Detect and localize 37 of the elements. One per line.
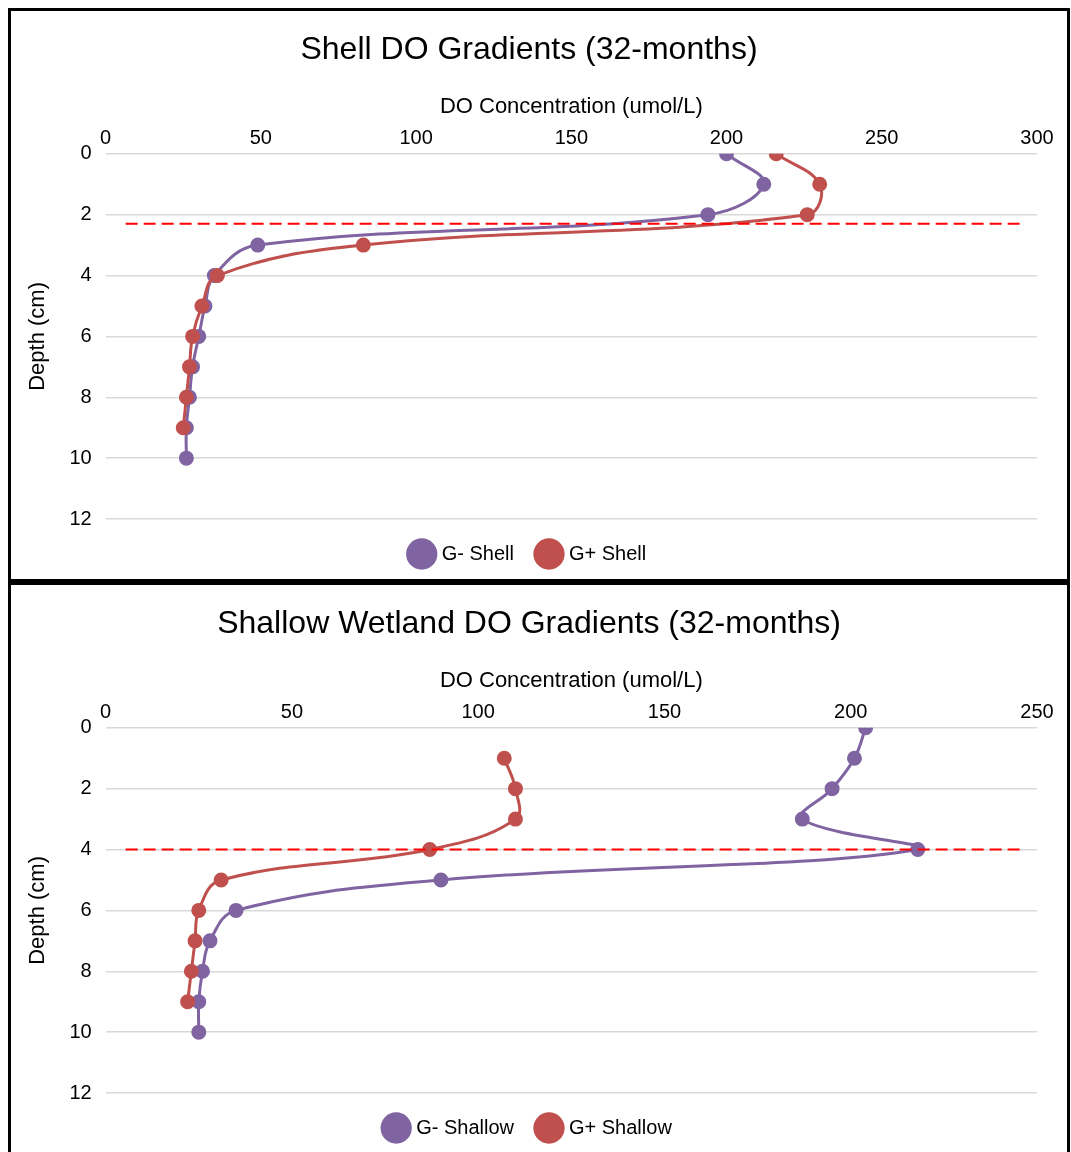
x-tick-label: 0 [100, 700, 112, 723]
x-tick-label: 200 [834, 700, 868, 723]
y-tick-label: 6 [80, 323, 92, 346]
y-tick-label: 0 [80, 715, 92, 738]
y-tick-label: 8 [80, 384, 92, 407]
legend-label: G+ Shallow [568, 1115, 673, 1138]
y-tick-label: 2 [80, 776, 92, 799]
x-tick-label: 100 [461, 700, 495, 723]
legend-label: G- Shallow [416, 1115, 515, 1138]
x-tick-label: 200 [709, 126, 744, 149]
y-tick-label: 12 [69, 506, 92, 529]
y-tick-label: 10 [69, 1019, 92, 1042]
x-tick-label: 250 [865, 126, 899, 149]
x-tick-label: 300 [1020, 126, 1054, 149]
x-tick-label: 250 [1020, 700, 1054, 723]
legend-label: G- Shell [441, 541, 514, 564]
y-tick-label: 2 [80, 202, 92, 225]
x-axis-title: DO Concentration (umol/L) [439, 666, 703, 692]
x-tick-label: 100 [399, 126, 433, 149]
x-tick-label: 50 [280, 700, 304, 723]
legend-label: G+ Shell [568, 541, 647, 564]
y-tick-label: 4 [80, 837, 92, 860]
chart-title: Shell DO Gradients (32-months) [300, 30, 758, 67]
y-tick-label: 6 [80, 897, 92, 920]
x-tick-label: 150 [647, 700, 682, 723]
y-tick-label: 12 [69, 1080, 92, 1103]
x-tick-label: 50 [249, 126, 272, 149]
chart-title: Shallow Wetland DO Gradients (32-months) [217, 604, 841, 641]
y-tick-label: 8 [80, 958, 92, 981]
y-axis-title: Depth (cm) [24, 282, 50, 391]
y-tick-label: 4 [80, 263, 92, 286]
x-tick-label: 0 [100, 126, 112, 149]
y-axis-title: Depth (cm) [24, 856, 50, 965]
y-tick-label: 10 [69, 445, 92, 468]
y-tick-label: 0 [80, 141, 92, 164]
x-tick-label: 150 [554, 126, 589, 149]
x-axis-title: DO Concentration (umol/L) [439, 92, 703, 118]
